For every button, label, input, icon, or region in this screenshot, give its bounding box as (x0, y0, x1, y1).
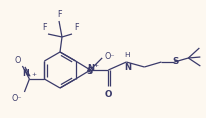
Text: +: + (93, 63, 98, 68)
Text: S: S (172, 57, 179, 67)
Text: O⁻: O⁻ (12, 94, 22, 103)
Text: N: N (124, 63, 131, 72)
Text: S: S (86, 67, 92, 76)
Text: F: F (42, 23, 47, 32)
Text: O⁻: O⁻ (104, 52, 115, 61)
Text: +: + (31, 72, 36, 76)
Text: O: O (14, 56, 20, 65)
Text: F: F (58, 10, 62, 19)
Text: F: F (74, 23, 78, 32)
Text: N: N (23, 69, 29, 78)
Text: O: O (105, 90, 112, 99)
Text: N: N (88, 64, 95, 73)
Text: H: H (125, 52, 130, 58)
